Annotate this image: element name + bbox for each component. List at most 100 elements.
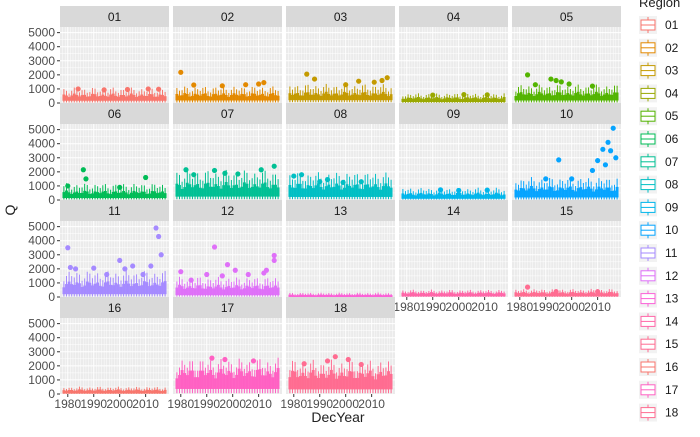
x-tick-label: 2010: [358, 397, 385, 411]
box: [85, 96, 89, 101]
box: [487, 292, 490, 297]
box: [214, 286, 218, 296]
box: [180, 188, 184, 197]
box: [607, 94, 611, 101]
box: [445, 193, 449, 199]
box: [450, 98, 454, 103]
box: [122, 283, 125, 295]
box: [248, 371, 251, 389]
box: [327, 184, 331, 197]
box: [293, 187, 297, 197]
outlier-point: [117, 257, 123, 264]
box: [471, 195, 475, 199]
box: [540, 187, 544, 198]
box: [537, 189, 541, 198]
box: [153, 389, 157, 394]
box: [597, 186, 601, 198]
box: [129, 192, 133, 199]
box: [424, 194, 428, 199]
box: [584, 93, 588, 101]
y-tick-label: 3000: [28, 248, 55, 262]
box: [550, 292, 554, 297]
legend-item-15: 15: [639, 335, 679, 354]
box: [589, 188, 593, 198]
x-tick-label: 1980: [280, 397, 307, 411]
box: [524, 292, 528, 297]
outlier-point: [258, 167, 264, 173]
box: [561, 188, 565, 198]
box: [497, 99, 501, 103]
box: [317, 183, 320, 197]
box: [597, 93, 601, 101]
outlier-point: [345, 356, 351, 363]
box: [419, 98, 423, 103]
outlier-point: [324, 176, 331, 183]
box: [235, 285, 238, 296]
box: [185, 182, 189, 197]
box: [311, 295, 315, 298]
box: [502, 293, 506, 297]
box: [211, 288, 215, 296]
box: [324, 186, 328, 197]
outlier-point: [484, 187, 490, 193]
y-tick-label: 4000: [28, 331, 55, 345]
box: [610, 292, 614, 297]
outlier-point: [608, 148, 614, 154]
outlier-point: [122, 266, 128, 272]
box: [163, 281, 167, 295]
box: [471, 293, 475, 297]
box: [191, 95, 194, 101]
box: [263, 375, 267, 389]
facet-strip: [173, 200, 282, 221]
box: [196, 285, 200, 296]
box: [468, 194, 472, 199]
box: [574, 292, 577, 297]
facet-strip-label: 11: [108, 204, 121, 218]
box: [122, 191, 125, 199]
box: [463, 293, 467, 297]
box: [335, 294, 339, 298]
box: [389, 295, 393, 298]
box: [224, 95, 228, 101]
box: [579, 292, 583, 297]
box: [468, 292, 472, 297]
box: [366, 373, 370, 390]
facet-strip-label: 17: [221, 301, 235, 315]
box: [340, 94, 344, 101]
box: [127, 95, 131, 101]
box: [93, 94, 97, 101]
box: [532, 96, 536, 101]
box: [193, 377, 197, 389]
box: [109, 390, 113, 394]
box: [409, 193, 413, 199]
outlier-point: [553, 289, 559, 295]
box: [242, 94, 246, 101]
legend-item-17: 17: [639, 380, 679, 399]
box: [535, 94, 539, 101]
box: [348, 294, 351, 298]
box: [592, 191, 596, 198]
x-tick-label: 1990: [80, 397, 107, 411]
box: [474, 293, 477, 297]
outlier-point: [430, 92, 436, 98]
box: [581, 292, 585, 297]
box: [155, 193, 159, 199]
box: [263, 182, 267, 197]
box: [114, 191, 118, 199]
box: [80, 389, 84, 394]
box: [245, 373, 249, 389]
box: [581, 95, 585, 101]
box: [153, 191, 157, 199]
box: [93, 191, 97, 199]
box: [248, 95, 251, 101]
box: [387, 186, 390, 197]
box: [88, 282, 92, 295]
facet-panel-17: 17 1980 1990 2000 2010: [167, 297, 282, 411]
legend-label: 16: [665, 360, 679, 374]
outlier-point: [317, 179, 323, 185]
box: [411, 194, 415, 199]
outlier-point: [188, 277, 194, 283]
y-tick-label: 4000: [28, 234, 55, 248]
box: [235, 94, 238, 101]
